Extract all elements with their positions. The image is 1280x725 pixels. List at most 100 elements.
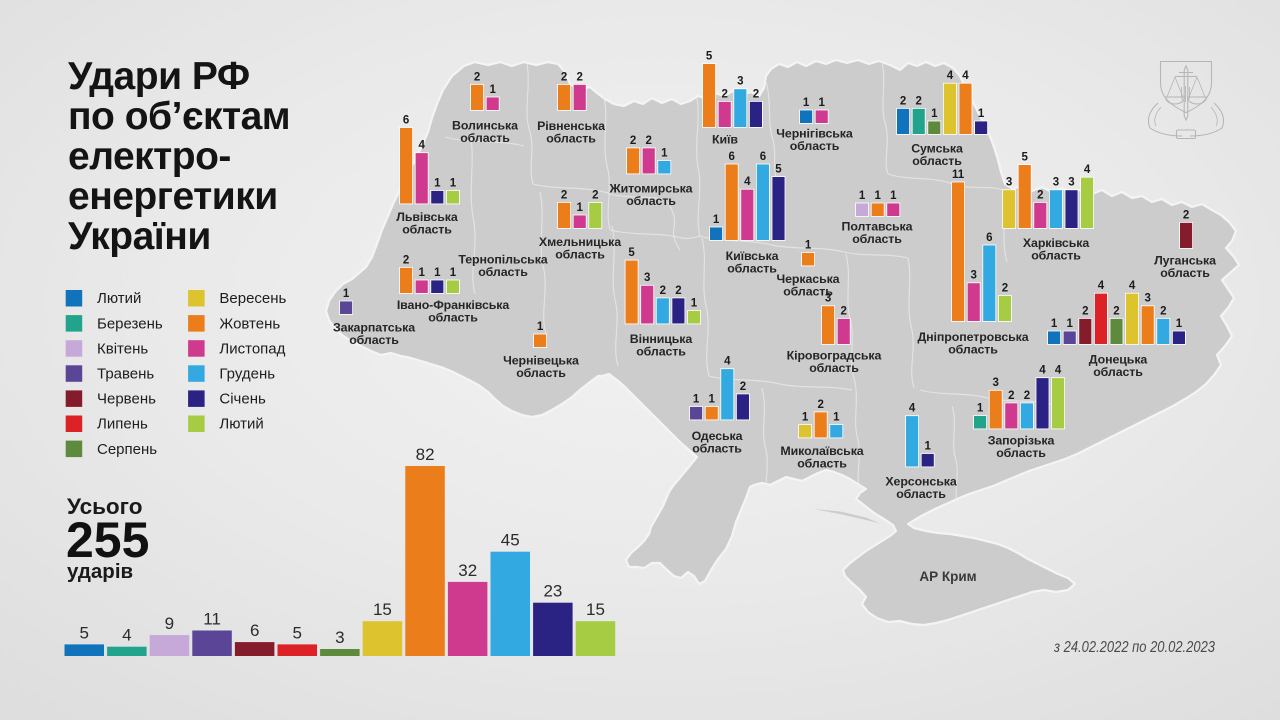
svg-text:4: 4 [122,626,131,645]
svg-text:2: 2 [1082,305,1088,317]
svg-text:Волинська: Волинська [452,119,518,133]
svg-text:1: 1 [924,440,931,452]
svg-text:2: 2 [1002,282,1008,294]
svg-text:1: 1 [805,239,812,251]
svg-text:15: 15 [373,600,392,619]
svg-text:Чернівецька: Чернівецька [503,354,579,368]
svg-text:2: 2 [561,189,567,201]
svg-text:область: область [626,194,676,208]
svg-text:Миколаївська: Миколаївська [780,444,863,458]
svg-text:1: 1 [537,321,544,333]
svg-text:Травень: Травень [97,366,154,383]
svg-text:1: 1 [977,402,984,414]
svg-text:3: 3 [644,272,650,284]
svg-text:Київ: Київ [712,133,738,147]
svg-text:4: 4 [962,70,969,82]
svg-text:4: 4 [724,356,731,368]
svg-text:область: область [1093,365,1143,379]
svg-text:Дніпропетровська: Дніпропетровська [917,330,1028,344]
svg-text:Жовтень: Жовтень [219,315,280,332]
svg-text:4: 4 [909,403,916,415]
svg-text:1: 1 [450,177,457,189]
svg-text:Луганська: Луганська [1154,254,1216,268]
svg-text:область: область [783,285,833,299]
svg-text:82: 82 [416,445,435,464]
svg-text:Лютий: Лютий [219,416,263,433]
svg-text:з 24.02.2022 по 20.02.2023: з 24.02.2022 по 20.02.2023 [1053,639,1215,656]
svg-text:2: 2 [721,88,727,100]
svg-text:Закарпатська: Закарпатська [333,321,415,335]
svg-text:2: 2 [576,71,582,83]
svg-text:2: 2 [1024,390,1030,402]
svg-text:2: 2 [645,135,651,147]
svg-text:1: 1 [818,97,825,109]
svg-text:2: 2 [592,189,598,201]
svg-text:Черкаська: Черкаська [777,272,840,286]
svg-text:3: 3 [737,76,743,88]
svg-text:3: 3 [992,377,998,389]
svg-text:Вінницька: Вінницька [630,332,693,346]
svg-text:5: 5 [775,164,782,176]
svg-text:область: область [460,131,510,145]
svg-text:область: область [948,343,998,357]
svg-text:1: 1 [576,202,583,214]
svg-text:2: 2 [1113,305,1119,317]
svg-text:1: 1 [859,190,866,202]
svg-text:Полтавська: Полтавська [842,220,913,234]
svg-text:1: 1 [693,393,700,405]
svg-text:область: область [516,366,566,380]
svg-text:область: область [727,262,777,276]
svg-text:1: 1 [1051,318,1058,330]
svg-text:3: 3 [825,293,831,305]
svg-text:1: 1 [691,297,698,309]
svg-text:3: 3 [1053,177,1059,189]
svg-text:1: 1 [713,214,720,226]
svg-text:5: 5 [1021,152,1028,164]
svg-text:2: 2 [740,381,746,393]
svg-text:2: 2 [660,285,666,297]
svg-text:Листопад: Листопад [219,340,285,357]
svg-text:2: 2 [900,95,906,107]
svg-text:4: 4 [418,140,425,152]
svg-text:5: 5 [628,247,635,259]
svg-text:Чернігівська: Чернігівська [776,127,853,141]
svg-text:область: область [797,457,847,471]
svg-text:Лютий: Лютий [97,290,141,307]
svg-text:2: 2 [753,88,759,100]
svg-text:1: 1 [978,108,985,120]
svg-text:15: 15 [586,600,605,619]
svg-text:Липень: Липень [97,416,148,433]
svg-text:область: область [809,361,859,375]
svg-text:6: 6 [986,232,992,244]
svg-text:Удари РФ: Удари РФ [68,55,250,98]
svg-text:2: 2 [1037,189,1043,201]
svg-text:1: 1 [890,190,897,202]
svg-text:3: 3 [1068,177,1074,189]
svg-text:1: 1 [803,97,810,109]
svg-text:область: область [636,345,686,359]
svg-text:3: 3 [1006,177,1012,189]
svg-text:255: 255 [66,512,149,568]
svg-text:Херсонська: Херсонська [885,475,956,489]
svg-text:1: 1 [489,84,496,96]
svg-text:6: 6 [403,114,409,126]
svg-text:3: 3 [1144,293,1150,305]
svg-text:Запорізька: Запорізька [988,434,1055,448]
svg-text:область: область [790,139,840,153]
svg-text:1: 1 [708,393,715,405]
svg-text:4: 4 [1084,164,1091,176]
svg-text:6: 6 [728,151,734,163]
svg-text:23: 23 [543,582,562,601]
svg-text:область: область [1160,266,1210,280]
svg-text:Івано-Франківська: Івано-Франківська [397,298,510,312]
svg-text:2: 2 [840,305,846,317]
svg-text:11: 11 [952,169,965,181]
svg-text:4: 4 [1039,365,1046,377]
svg-text:1: 1 [833,411,840,423]
svg-text:4: 4 [1055,365,1062,377]
svg-text:2: 2 [403,254,409,266]
svg-text:область: область [852,232,902,246]
svg-text:3: 3 [970,270,976,282]
svg-text:Червень: Червень [97,391,156,408]
svg-text:область: область [428,311,478,325]
